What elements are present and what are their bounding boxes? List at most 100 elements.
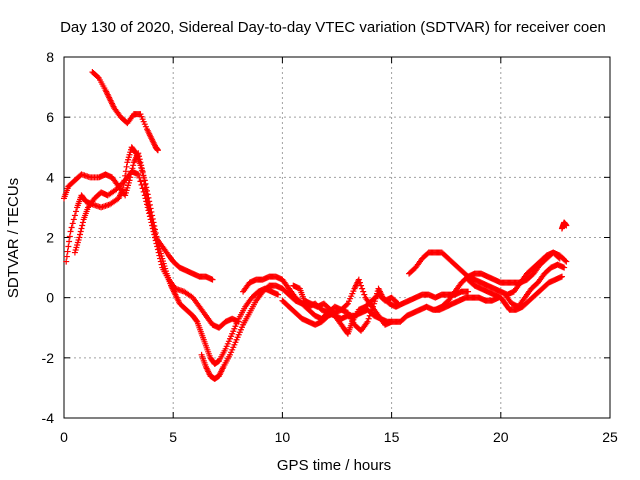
x-axis-label: GPS time / hours (277, 457, 391, 474)
data-point (73, 208, 80, 215)
data-point (365, 315, 372, 322)
data-point (366, 312, 373, 319)
x-tick-label: 25 (602, 429, 618, 445)
data-point (144, 204, 151, 211)
x-tick-label: 5 (169, 429, 177, 445)
data-point (79, 222, 86, 229)
data-point (94, 74, 101, 81)
data-point (156, 252, 163, 259)
data-point (151, 231, 158, 238)
data-point (122, 168, 129, 175)
y-tick-label: -2 (42, 350, 55, 366)
x-axis-ticks: 0 5 10 15 20 25 (60, 57, 618, 445)
data-point (142, 195, 149, 202)
data-point (343, 301, 350, 308)
y-tick-label: 6 (46, 109, 54, 125)
x-tick-label: 20 (493, 429, 509, 445)
data-point (68, 224, 75, 231)
data-point (157, 255, 164, 262)
data-point (152, 234, 158, 241)
data-point (555, 254, 562, 261)
data-point (136, 174, 143, 181)
data-point (67, 228, 74, 235)
data-point (361, 291, 368, 298)
data-point (563, 258, 570, 265)
data-point (388, 318, 395, 325)
data-point (154, 246, 161, 253)
data-point (563, 222, 570, 229)
y-axis-label: SDTVAR / TECUs (5, 178, 22, 298)
data-point (558, 273, 565, 280)
data-point (155, 249, 162, 256)
data-point (63, 258, 70, 265)
data-point (394, 299, 401, 306)
data-point (137, 178, 144, 185)
data-point (152, 237, 159, 244)
data-point (561, 264, 568, 271)
data-point (143, 198, 150, 205)
chart-title: Day 130 of 2020, Sidereal Day-to-day VTE… (60, 19, 606, 36)
data-point (150, 228, 157, 235)
data-point (143, 187, 150, 194)
y-tick-label: 8 (46, 49, 54, 65)
data-point (64, 248, 71, 255)
y-tick-label: 0 (46, 290, 54, 306)
y-tick-label: 4 (46, 169, 54, 185)
data-point (158, 261, 165, 268)
data-point (356, 279, 363, 286)
data-point (130, 162, 137, 169)
data-point (138, 181, 145, 188)
data-point (65, 243, 72, 250)
data-point (370, 303, 377, 310)
data-point (78, 225, 85, 232)
data-point (119, 186, 126, 193)
data-point (209, 276, 216, 283)
data-point (143, 201, 150, 208)
x-tick-label: 15 (384, 429, 400, 445)
data-point (145, 207, 152, 214)
data-point (71, 212, 78, 219)
data-point (367, 309, 374, 316)
x-tick-label: 0 (60, 429, 68, 445)
data-point (153, 240, 160, 247)
data-point (562, 257, 569, 264)
data-point (135, 171, 142, 178)
data-point (556, 255, 563, 262)
data-point (140, 188, 147, 195)
data-point (66, 233, 73, 240)
data-point (395, 300, 402, 307)
data-point (146, 210, 153, 217)
data-point (360, 288, 367, 295)
data-point (77, 231, 84, 238)
data-point (359, 285, 366, 292)
data-points (61, 69, 570, 382)
grid-lines (64, 57, 610, 418)
data-point (355, 276, 362, 283)
data-point (132, 149, 139, 156)
data-point (364, 318, 371, 325)
data-point (275, 291, 282, 298)
data-point (149, 225, 156, 232)
data-point (141, 192, 148, 199)
data-point (123, 163, 130, 170)
data-point (70, 216, 77, 223)
data-point (465, 288, 472, 295)
data-point (358, 282, 365, 289)
data-point (66, 238, 73, 245)
data-point (141, 177, 148, 184)
data-point (143, 184, 150, 191)
data-point (139, 185, 146, 192)
data-point (63, 253, 70, 260)
data-point (142, 180, 149, 187)
data-point (144, 191, 151, 198)
data-point (69, 220, 76, 227)
data-point (235, 318, 242, 325)
data-point (154, 243, 161, 250)
data-point (154, 147, 161, 154)
data-point (368, 306, 375, 313)
data-point (77, 228, 84, 235)
data-point (147, 216, 154, 223)
data-point (76, 234, 83, 241)
x-tick-label: 10 (275, 429, 291, 445)
